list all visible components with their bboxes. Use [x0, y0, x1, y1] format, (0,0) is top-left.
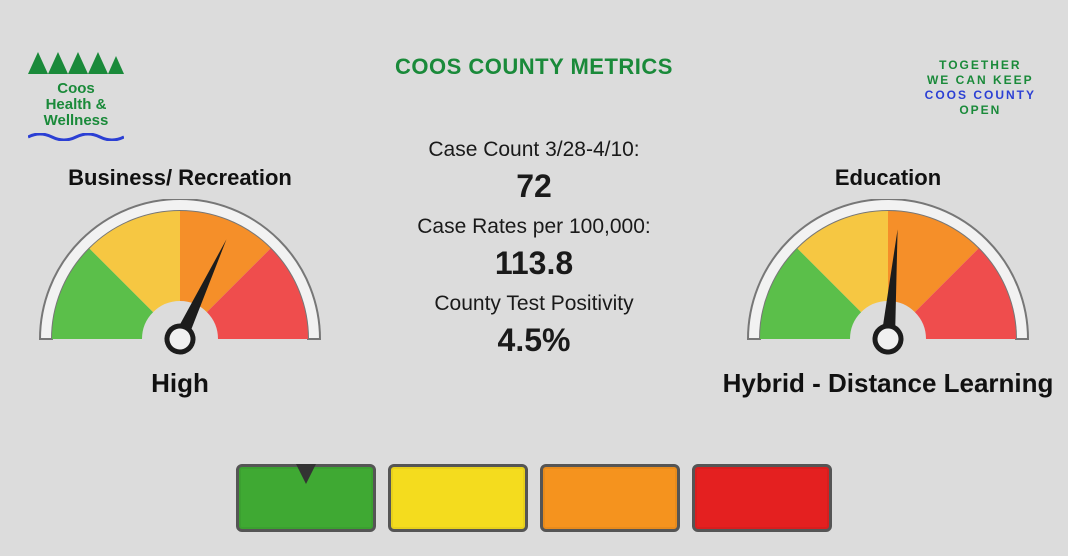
metrics-panel: Case Count 3/28-4/10: 72 Case Rates per … [0, 128, 1068, 359]
metric-positivity-label: County Test Positivity [0, 292, 1068, 316]
legend-box [236, 464, 376, 532]
gauge-business-status: High [10, 368, 350, 399]
legend [0, 464, 1068, 532]
metric-case-rate-label: Case Rates per 100,000: [0, 215, 1068, 239]
legend-marker-icon [296, 464, 316, 484]
legend-box [388, 464, 528, 532]
slogan-line3: COOS COUNTY [925, 88, 1036, 103]
metric-case-rate-value: 113.8 [0, 245, 1068, 282]
logo-line2: Health & [28, 97, 124, 113]
logo-line3: Wellness [28, 113, 124, 129]
legend-box [540, 464, 680, 532]
legend-box [692, 464, 832, 532]
metric-positivity-value: 4.5% [0, 322, 1068, 359]
gauge-education-status: Hybrid - Distance Learning [718, 368, 1058, 399]
logo-line1: Coos [28, 81, 124, 97]
page-title: COOS COUNTY METRICS [0, 54, 1068, 80]
metric-case-count-value: 72 [0, 168, 1068, 205]
slogan-line4: OPEN [925, 103, 1036, 118]
logo-text: Coos Health & Wellness [28, 81, 124, 128]
metric-case-count-label: Case Count 3/28-4/10: [0, 138, 1068, 162]
